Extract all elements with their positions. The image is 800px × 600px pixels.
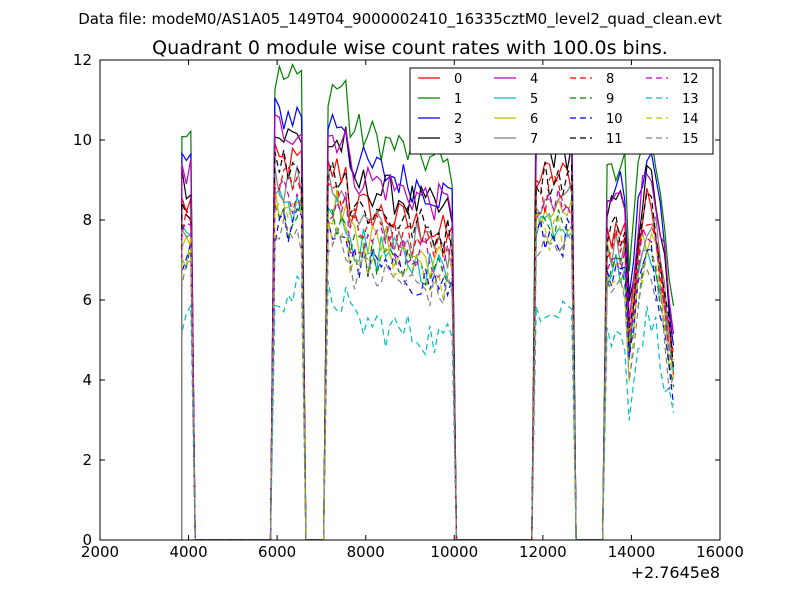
x-tick-label: 10000 [430,543,478,561]
legend-label-3: 3 [454,132,462,147]
legend-label-8: 8 [606,72,614,87]
series-line-11 [181,149,675,540]
legend-label-0: 0 [454,72,462,87]
legend-box [409,67,714,155]
axis-ticks: 2000 4000 6000 8000 10000 12000 14000 16000 0 2 4 6… [73,51,744,561]
y-tick-label: 8 [82,211,92,229]
x-tick-label: 2000 [81,543,119,561]
legend-label-11: 11 [606,132,623,147]
legend-label-10: 10 [606,112,623,127]
legend-label-2: 2 [454,112,462,127]
x-tick-label: 4000 [169,543,207,561]
y-tick-label: 10 [73,131,92,149]
x-tick-label: 14000 [608,543,656,561]
chart-title: Quadrant 0 module wise count rates with … [152,37,668,59]
series-line-14 [181,202,675,540]
series-line-15 [181,216,675,540]
series-line-1 [181,63,675,540]
series-line-8 [181,163,675,540]
series-line-13 [181,274,675,540]
legend-label-6: 6 [530,112,538,127]
x-tick-label: 8000 [347,543,385,561]
legend-label-1: 1 [454,92,462,107]
y-tick-label: 12 [73,51,92,69]
legend-label-14: 14 [682,112,699,127]
series-line-2 [181,97,675,540]
series-layer [181,63,675,540]
legend-label-4: 4 [530,72,538,87]
y-tick-label: 6 [82,291,92,309]
y-tick-label: 2 [82,451,92,469]
y-tick-label: 4 [82,371,92,389]
x-offset-label: +2.7645e8 [631,563,720,582]
series-line-4 [181,113,675,540]
legend-label-5: 5 [530,92,538,107]
legend-label-15: 15 [682,132,699,147]
y-tick-label: 0 [82,531,92,549]
plot-frame [99,59,721,541]
legend-label-9: 9 [606,92,614,107]
legend-label-13: 13 [682,92,699,107]
x-tick-label: 16000 [696,543,744,561]
x-tick-label: 6000 [258,543,296,561]
x-tick-label: 12000 [519,543,567,561]
legend-label-7: 7 [530,132,538,147]
legend-label-12: 12 [682,72,699,87]
figure-suptitle: Data file: modeM0/AS1A05_149T04_90000024… [78,10,722,29]
